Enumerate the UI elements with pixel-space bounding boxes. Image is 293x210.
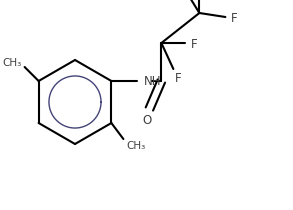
Text: F: F — [191, 38, 198, 51]
Text: CH₃: CH₃ — [2, 58, 22, 68]
Text: O: O — [143, 114, 152, 127]
Text: F: F — [231, 12, 238, 25]
Text: NH: NH — [144, 75, 162, 88]
Text: CH₃: CH₃ — [126, 141, 146, 151]
Text: F: F — [176, 72, 182, 85]
